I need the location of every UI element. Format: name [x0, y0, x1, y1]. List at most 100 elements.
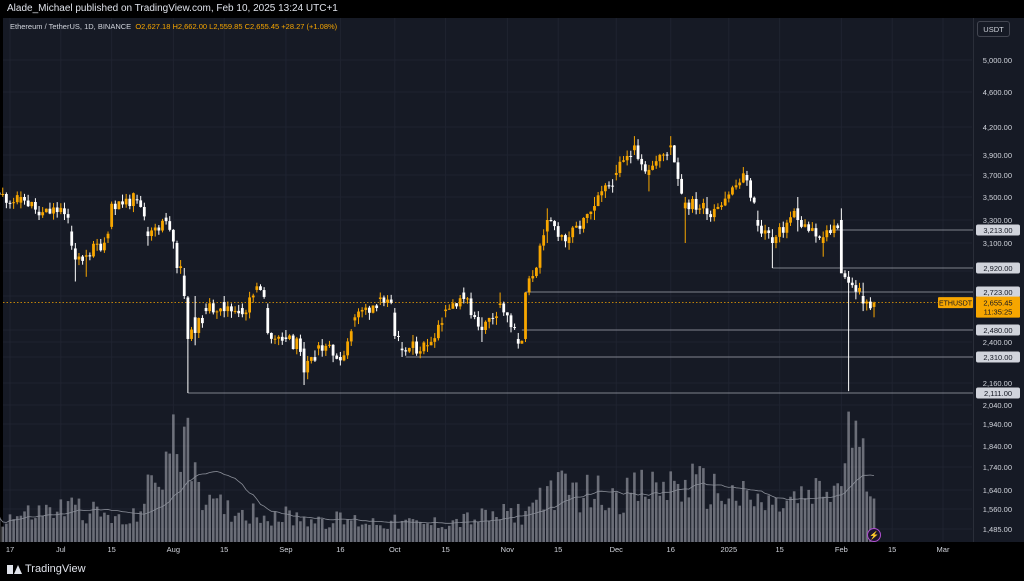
- candle: [161, 218, 164, 233]
- volume-bar: [418, 522, 422, 542]
- candle-body: [411, 341, 415, 348]
- candle-body: [509, 315, 513, 328]
- volume-bar: [658, 495, 662, 542]
- volume-bar: [393, 514, 397, 542]
- candle: [197, 317, 201, 339]
- candle-body: [444, 309, 448, 312]
- volume-bar: [585, 474, 589, 542]
- candle: [132, 192, 135, 213]
- candle-body: [672, 145, 676, 163]
- volume-bar: [378, 525, 382, 542]
- candle-body: [614, 172, 618, 175]
- candle-body: [629, 155, 633, 157]
- candle: [770, 229, 774, 268]
- brand-name: TradingView: [25, 563, 86, 575]
- volume-bar: [622, 512, 625, 542]
- candle: [222, 296, 226, 318]
- candle: [505, 312, 509, 323]
- candle: [720, 201, 723, 210]
- candle: [502, 301, 506, 316]
- volume-bar: [702, 468, 705, 542]
- date-tick-label: 15: [220, 545, 228, 554]
- candle: [215, 310, 219, 319]
- candle-body: [364, 307, 368, 310]
- candle: [593, 197, 596, 220]
- candle: [324, 343, 328, 356]
- candle-body: [854, 285, 858, 292]
- volume-bar: [255, 517, 259, 542]
- volume-bar: [74, 504, 77, 542]
- candle-body: [698, 208, 702, 210]
- volume-bar: [462, 513, 466, 542]
- volume-bar: [477, 522, 480, 542]
- candle-body: [324, 345, 328, 351]
- currency-button[interactable]: USDT: [977, 21, 1010, 37]
- date-tick-label: Jul: [56, 545, 66, 554]
- volume-bar: [673, 480, 676, 542]
- volume-bar: [284, 506, 288, 542]
- candle-body: [814, 228, 818, 237]
- candle-body: [426, 345, 429, 347]
- lightning-icon[interactable]: ⚡: [867, 528, 881, 542]
- volume-bar: [55, 511, 59, 542]
- candle-body: [872, 302, 876, 307]
- candle: [77, 252, 81, 266]
- volume-bar: [571, 482, 575, 542]
- candle-body: [847, 276, 851, 283]
- candle-body: [818, 236, 821, 238]
- candle: [458, 294, 462, 310]
- candle-body: [15, 195, 19, 203]
- candle: [436, 320, 440, 341]
- volume-bar: [324, 528, 328, 542]
- candle-body: [473, 315, 477, 318]
- ohlc-values: O2,627.18 H2,662.00 L2,559.85 C2,655.45 …: [135, 22, 338, 31]
- candle-body: [320, 345, 324, 351]
- candle-body: [70, 231, 74, 246]
- candle-body: [371, 305, 375, 313]
- volume-bar: [233, 515, 237, 542]
- candle-body: [727, 194, 731, 199]
- candle-body: [171, 229, 175, 242]
- candle: [447, 304, 451, 310]
- candle-body: [19, 197, 23, 203]
- candle-body: [676, 162, 680, 179]
- candle-body: [23, 197, 26, 201]
- candle-body: [110, 203, 114, 227]
- volume-bar: [259, 522, 262, 542]
- chart-area[interactable]: [3, 18, 973, 542]
- candle-body: [480, 326, 484, 330]
- candle: [171, 229, 175, 249]
- level-label: 2,111.00: [984, 389, 1012, 398]
- candle: [691, 196, 694, 213]
- candle: [810, 222, 814, 232]
- candle: [368, 305, 371, 320]
- date-tick-label: 16: [336, 545, 344, 554]
- candle-body: [585, 214, 589, 218]
- volume-bar: [172, 414, 175, 542]
- volume-bar: [829, 501, 832, 542]
- candle: [440, 317, 444, 332]
- candle-body: [574, 225, 578, 228]
- price-axis[interactable]: [973, 18, 1024, 542]
- volume-bar: [26, 505, 30, 542]
- volume-bar: [789, 496, 792, 542]
- chart-legend: Ethereum / TetherUS, 1D, BINANCE O2,627.…: [10, 22, 337, 31]
- volume-bar: [335, 511, 339, 542]
- price-tick-label: 2,160.00: [983, 379, 1012, 388]
- ticker-badge: [938, 297, 973, 309]
- candle-body: [55, 207, 59, 213]
- volume-bar: [538, 487, 542, 542]
- volume-bar: [647, 498, 651, 542]
- level-label: 2,920.00: [983, 264, 1012, 273]
- candle: [346, 338, 350, 359]
- candle-body: [153, 227, 157, 231]
- volume-bar: [190, 481, 193, 542]
- volume-bar: [84, 523, 88, 542]
- candle: [113, 200, 117, 216]
- candle-body: [858, 287, 861, 292]
- candle-body: [796, 208, 800, 220]
- candle-body: [48, 208, 52, 214]
- candle: [121, 194, 124, 208]
- candle-body: [731, 187, 734, 195]
